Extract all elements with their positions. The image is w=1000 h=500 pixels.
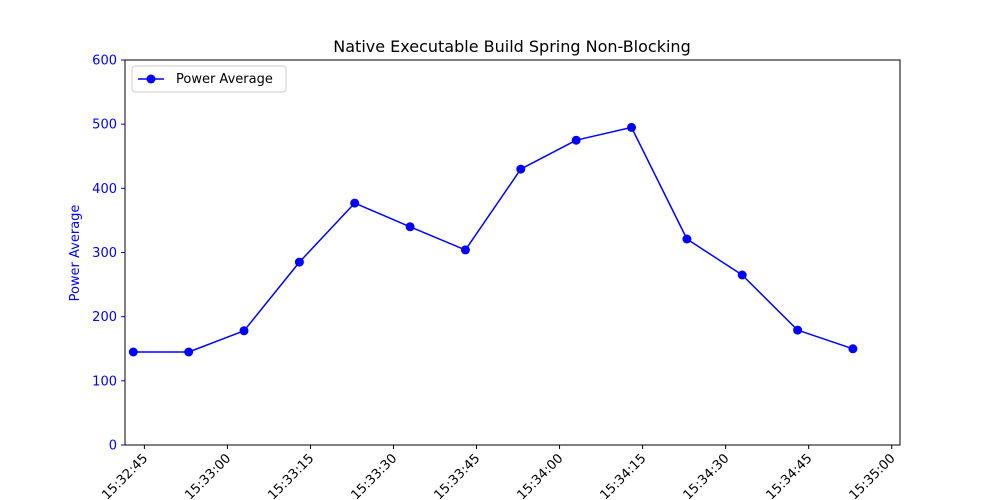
- x-tick-label: 15:33:15: [265, 451, 317, 500]
- data-point: [848, 344, 858, 354]
- data-point: [350, 198, 360, 208]
- data-point: [128, 347, 138, 357]
- x-tick-label: 15:34:00: [514, 451, 566, 500]
- x-axis: 15:32:45 15:33:00 15:33:15 15:33:30 15:33:45…: [99, 445, 899, 500]
- data-point: [184, 347, 194, 357]
- series-layer: [128, 122, 858, 357]
- chart-title: Native Executable Build Spring Non-Block…: [333, 37, 690, 56]
- y-tick-label: 500: [92, 118, 117, 133]
- y-axis-label: Power Average: [68, 205, 83, 302]
- legend: Power Average: [131, 65, 287, 93]
- x-tick-label: 15:33:45: [431, 451, 483, 500]
- y-tick-label: 100: [92, 374, 117, 389]
- y-tick-label: 600: [92, 54, 117, 69]
- legend-label: Power Average: [176, 72, 273, 87]
- y-axis: 0 100 200 300 400 500 600: [92, 54, 125, 454]
- data-point: [793, 325, 803, 335]
- plot-frame: [124, 59, 901, 446]
- x-tick-label: 15:34:45: [764, 451, 816, 500]
- x-tick-label: 15:33:30: [348, 451, 400, 500]
- y-tick-label: 200: [92, 310, 117, 325]
- y-tick-label: 400: [92, 182, 117, 197]
- data-point: [294, 257, 304, 267]
- y-tick-label: 0: [109, 439, 117, 454]
- data-point: [627, 122, 636, 132]
- x-tick-label: 15:35:00: [847, 451, 899, 500]
- x-tick-label: 15:33:00: [182, 451, 234, 500]
- data-point: [460, 245, 470, 255]
- y-tick-label: 300: [92, 246, 117, 261]
- data-point: [682, 234, 692, 244]
- x-tick-label: 15:34:15: [598, 451, 650, 500]
- x-tick-label: 15:34:30: [681, 451, 733, 500]
- data-point: [737, 270, 747, 280]
- data-point: [405, 222, 415, 232]
- legend-marker-swatch: [146, 74, 156, 84]
- x-tick-label: 15:32:45: [99, 451, 151, 500]
- data-point: [571, 135, 581, 145]
- series-line-power-average: [133, 126, 854, 353]
- legend-box: [131, 65, 287, 93]
- data-point: [516, 164, 526, 174]
- data-point: [239, 326, 249, 336]
